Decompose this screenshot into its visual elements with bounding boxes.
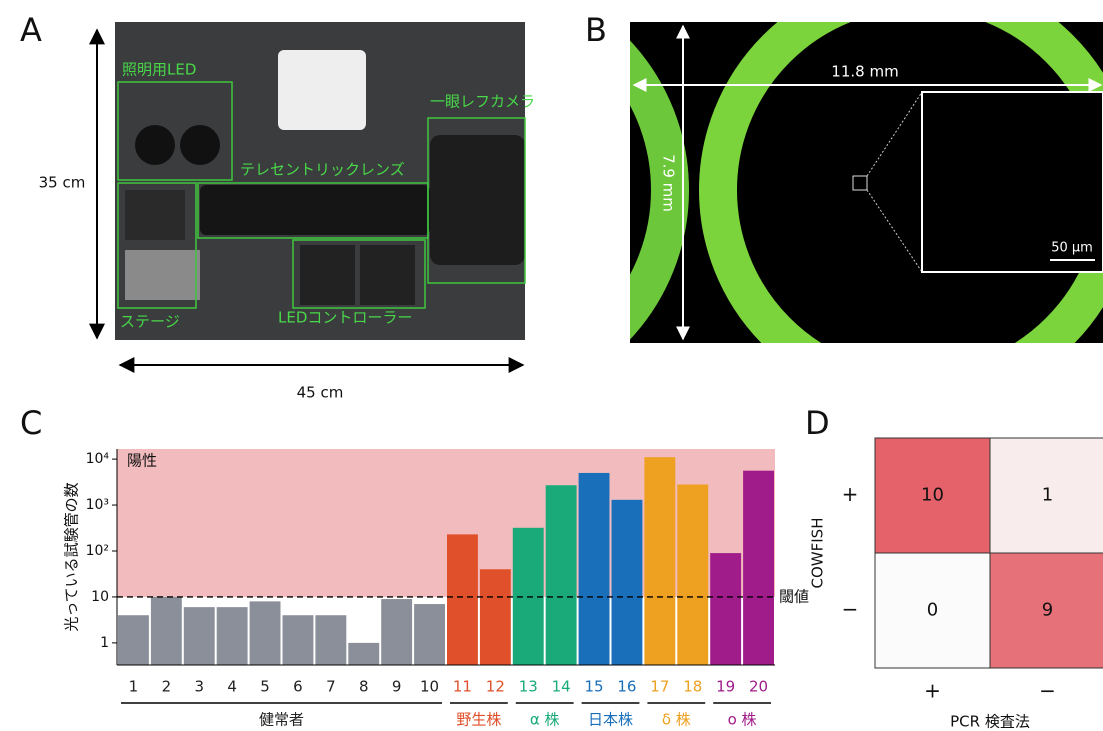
cell-label: 0 xyxy=(927,600,938,621)
x-tick-label: 7 xyxy=(326,678,336,696)
x-tick-label: 10 xyxy=(420,678,439,696)
row-label: + xyxy=(842,482,859,506)
bar xyxy=(677,485,708,665)
group-label: 健常者 xyxy=(259,711,304,729)
x-axis-label: PCR 検査法 xyxy=(950,713,1030,731)
bar xyxy=(710,553,741,665)
x-tick-label: 3 xyxy=(194,678,204,696)
x-tick-label: 18 xyxy=(683,678,702,696)
lens xyxy=(200,185,430,235)
y-tick-label: 10 xyxy=(91,589,109,605)
column-label: + xyxy=(924,679,941,703)
device xyxy=(278,50,366,130)
cell-label: 1 xyxy=(1042,485,1053,506)
bar xyxy=(184,607,215,665)
dimension-label: 45 cm xyxy=(297,384,344,402)
figure: A 35 cm 45 cm 照明用LED 一眼レフカメラ テレセントリックレンズ… xyxy=(0,0,1103,731)
led xyxy=(135,125,175,165)
group-label: 日本株 xyxy=(588,711,633,729)
bar xyxy=(348,643,379,665)
dimension-label: 35 cm xyxy=(39,174,86,192)
bar xyxy=(283,615,314,665)
bar xyxy=(414,604,445,665)
x-tick-label: 9 xyxy=(392,678,402,696)
bar xyxy=(151,597,182,665)
dimension-label: 11.8 mm xyxy=(831,63,898,81)
stage xyxy=(125,250,200,300)
x-tick-label: 8 xyxy=(359,678,369,696)
cell-label: 9 xyxy=(1042,600,1053,621)
threshold-label: 閾値 xyxy=(779,587,809,605)
y-axis-label: 光っている試験管の数 xyxy=(63,482,81,631)
stage xyxy=(125,190,185,240)
group-label: 野生株 xyxy=(456,711,501,729)
camera xyxy=(430,135,525,265)
bar xyxy=(118,615,149,665)
bar xyxy=(743,471,774,665)
x-tick-label: 17 xyxy=(650,678,669,696)
bar xyxy=(447,534,478,665)
panel-label: C xyxy=(20,404,42,442)
bar xyxy=(381,599,412,665)
group-label: ο 株 xyxy=(728,711,757,729)
y-axis-label: COWFISH xyxy=(809,518,827,589)
x-tick-label: 19 xyxy=(716,678,735,696)
led xyxy=(180,125,220,165)
bar xyxy=(644,457,675,665)
group-label: α 株 xyxy=(530,711,560,729)
bar xyxy=(217,607,248,665)
x-tick-label: 16 xyxy=(617,678,636,696)
y-tick-label: 1 xyxy=(100,635,109,651)
bar xyxy=(546,485,577,665)
bar xyxy=(480,569,511,665)
x-tick-label: 6 xyxy=(293,678,303,696)
part-label: 照明用LED xyxy=(122,61,196,79)
group-label: δ 株 xyxy=(662,711,691,729)
x-tick-label: 1 xyxy=(129,678,139,696)
row-label: − xyxy=(842,597,859,621)
part-label: LEDコントローラー xyxy=(278,309,412,327)
panel-label: D xyxy=(805,404,830,442)
x-tick-label: 5 xyxy=(260,678,270,696)
controller xyxy=(300,245,355,305)
panel-label: A xyxy=(20,11,42,49)
x-tick-label: 11 xyxy=(453,678,472,696)
x-tick-label: 14 xyxy=(552,678,571,696)
cell-label: 10 xyxy=(921,485,944,506)
bar xyxy=(315,615,346,665)
x-tick-label: 15 xyxy=(585,678,604,696)
part-label: 一眼レフカメラ xyxy=(430,93,535,111)
part-label: ステージ xyxy=(120,313,180,331)
x-tick-label: 13 xyxy=(519,678,538,696)
bar xyxy=(250,601,281,665)
x-tick-label: 12 xyxy=(486,678,505,696)
controller xyxy=(360,245,415,305)
dimension-label: 7.9 mm xyxy=(660,154,678,212)
panel-label: B xyxy=(585,11,607,49)
y-tick-label: 10⁴ xyxy=(86,451,110,467)
region-label: 陽性 xyxy=(127,452,157,470)
scale-label: 50 µm xyxy=(1051,241,1093,256)
bar xyxy=(579,473,610,665)
column-label: − xyxy=(1039,679,1056,703)
x-tick-label: 2 xyxy=(162,678,172,696)
positive-region xyxy=(117,449,775,597)
y-tick-label: 10² xyxy=(86,543,109,559)
x-tick-label: 4 xyxy=(227,678,237,696)
y-tick-label: 10³ xyxy=(86,497,109,513)
part-label: テレセントリックレンズ xyxy=(240,161,405,179)
panel-a: A 35 cm 45 cm 照明用LED 一眼レフカメラ テレセントリックレンズ… xyxy=(20,11,535,402)
x-tick-label: 20 xyxy=(749,678,768,696)
bar xyxy=(612,500,643,665)
